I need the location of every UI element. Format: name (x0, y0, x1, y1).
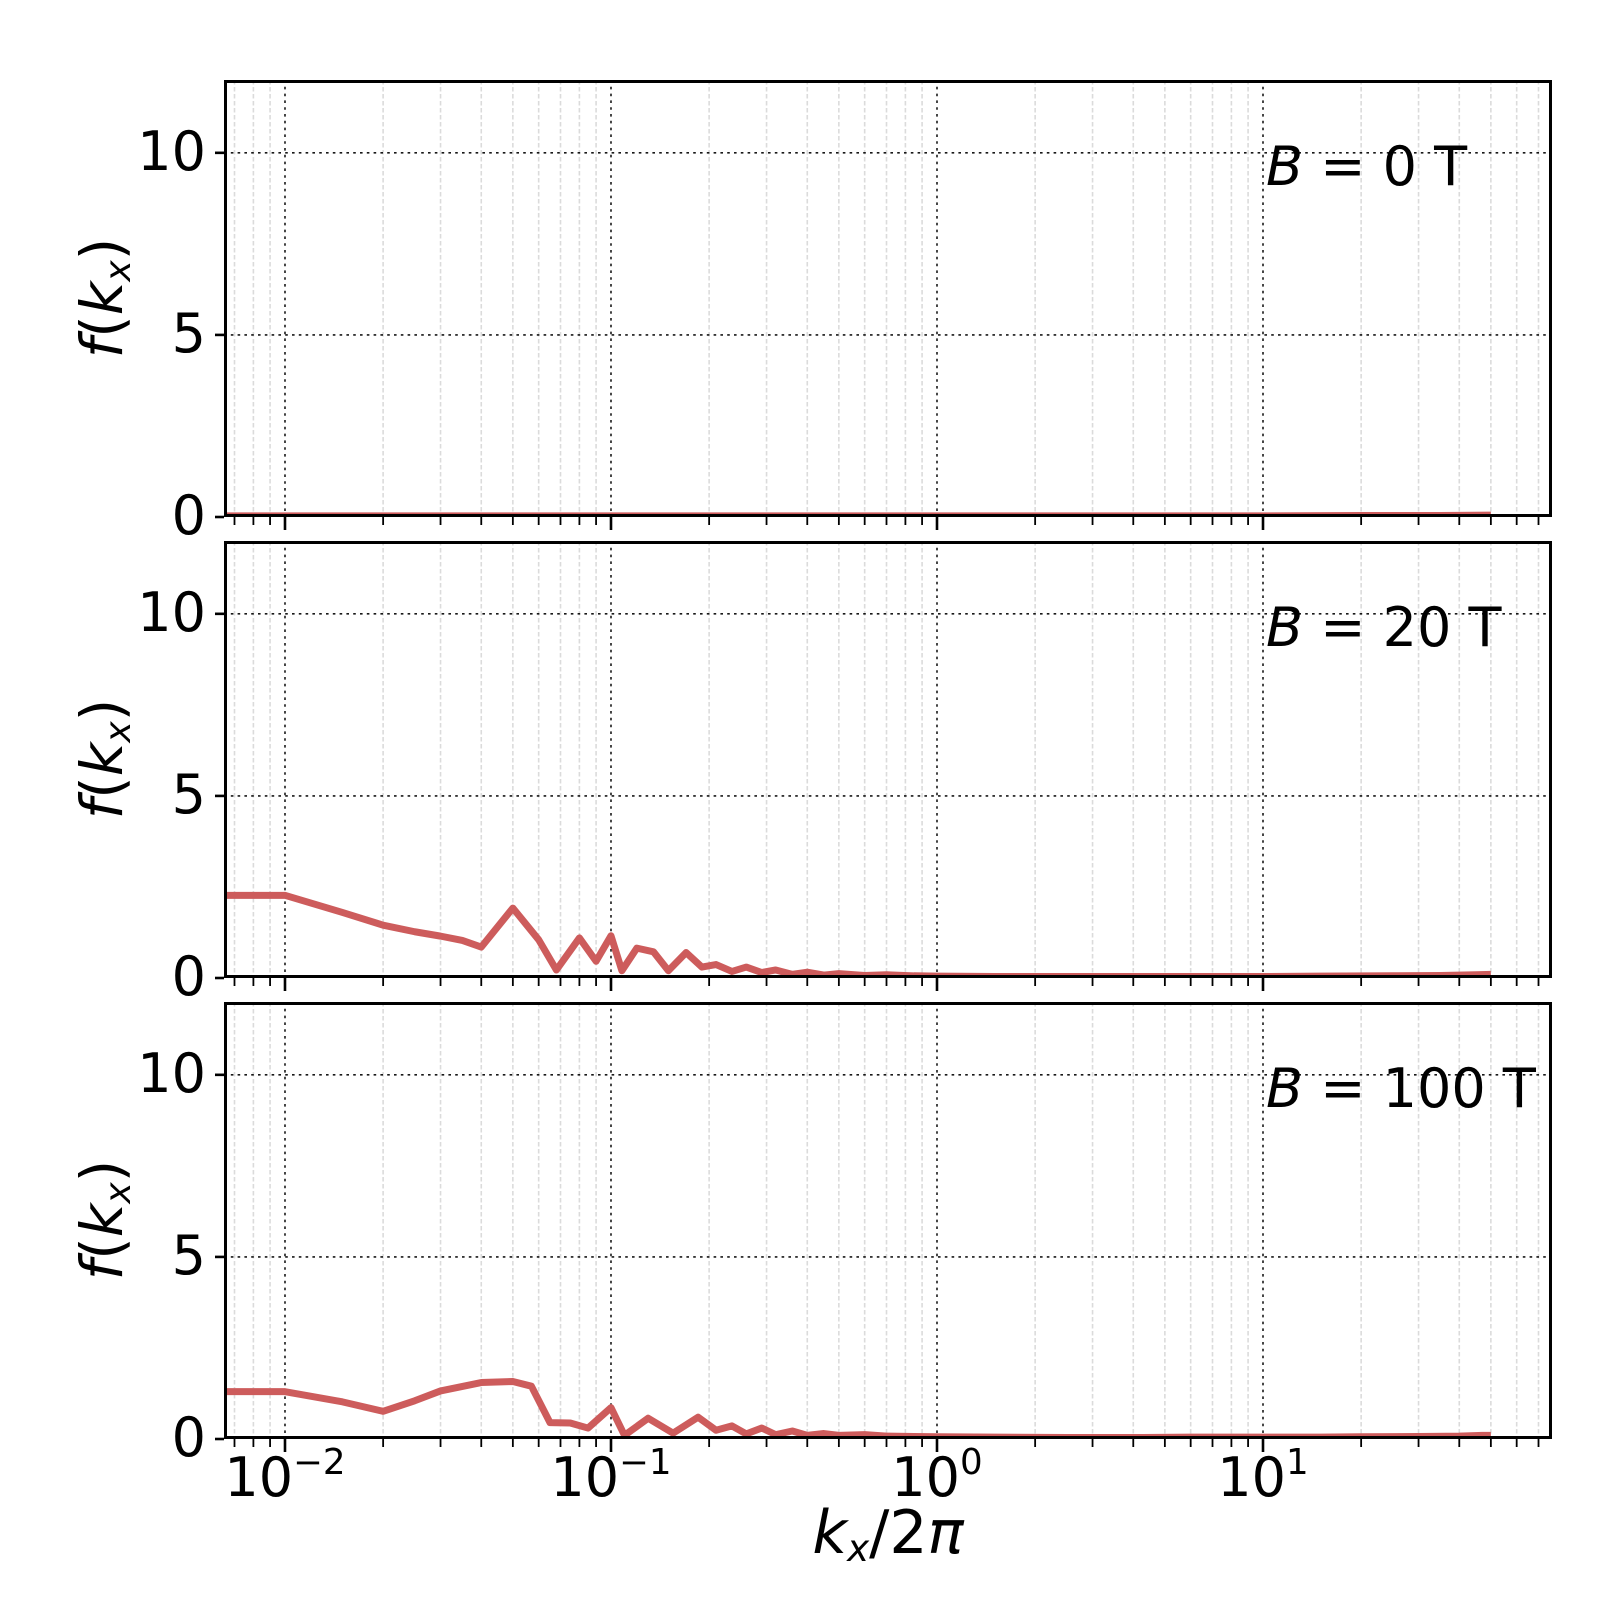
annotation-b-0: B = 0 T (1266, 140, 1467, 194)
annotation-value: = 100 T (1303, 1057, 1536, 1120)
annotation-value: = 0 T (1303, 135, 1468, 198)
y-tick-label-0: 0 (171, 483, 206, 547)
subplot-b-20: B = 20 T f(kx) 0 5 10 (0, 541, 1600, 1003)
y-ticks (215, 151, 224, 519)
annotation-b-20: B = 20 T (1266, 601, 1502, 655)
y-tick-label-5: 5 (171, 1223, 206, 1287)
y-tick-label-0: 0 (171, 944, 206, 1008)
x-ticks (233, 978, 1540, 991)
annotation-b-100: B = 100 T (1266, 1062, 1536, 1116)
y-tick-label-10: 10 (137, 580, 206, 644)
x-axis: 10−2 10−1 100 101 kx/2π (0, 1439, 1600, 1600)
x-ticks (233, 517, 1540, 530)
y-tick-label-5: 5 (171, 762, 206, 826)
y-axis-label-0: f(kx) (68, 237, 139, 359)
annotation-variable: B (1266, 135, 1304, 198)
plot-area-b-0 (215, 80, 1552, 530)
y-tick-label-5: 5 (171, 301, 206, 365)
x-axis-label: kx/2π (812, 1498, 964, 1571)
plot-area-b-100 (215, 1002, 1552, 1452)
annotation-variable: B (1266, 596, 1304, 659)
grid-major (224, 80, 1552, 517)
y-tick-label-0: 0 (171, 1405, 206, 1469)
series-line (224, 891, 1491, 978)
series-line (224, 1377, 1491, 1439)
x-ticks (233, 1439, 1540, 1452)
grid-major (224, 1002, 1552, 1439)
y-tick-label-10: 10 (137, 119, 206, 183)
grid-major (224, 541, 1552, 978)
annotation-variable: B (1266, 1057, 1304, 1120)
x-tick-label-10^−1: 10−1 (550, 1442, 672, 1510)
axes-spines (224, 541, 1552, 978)
y-tick-label-10: 10 (137, 1041, 206, 1105)
subplot-b-100: B = 100 T f(kx) 0 5 10 (0, 1002, 1600, 1464)
plot-area-b-20 (215, 541, 1552, 991)
axes-spines (224, 1002, 1552, 1439)
annotation-value: = 20 T (1303, 596, 1502, 659)
subplot-b-0: B = 0 T f(kx) 0 5 10 (0, 80, 1600, 542)
y-ticks (215, 612, 224, 980)
y-ticks (215, 1073, 224, 1441)
x-tick-label-10^−2: 10−2 (224, 1442, 346, 1510)
x-tick-label-10^0: 100 (891, 1442, 983, 1510)
y-axis-label-2: f(kx) (68, 1159, 139, 1281)
y-axis-label-1: f(kx) (68, 698, 139, 820)
x-tick-label-10^1: 101 (1217, 1442, 1309, 1510)
axes-spines (224, 80, 1552, 517)
